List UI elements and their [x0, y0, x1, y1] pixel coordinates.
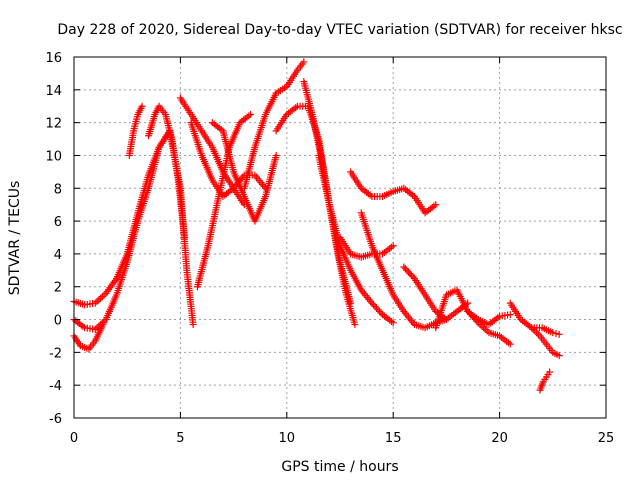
data-point-fill: [468, 312, 476, 320]
x-axis-label: GPS time / hours: [281, 459, 398, 475]
data-point: [528, 324, 536, 332]
series-arc-2: [70, 127, 174, 333]
y-tick-label: -2: [49, 346, 62, 361]
series-arc-17: [400, 263, 472, 324]
data-point-fill: [97, 294, 105, 302]
data-point: [247, 110, 255, 118]
data-point-fill: [470, 314, 478, 322]
series-arc-9: [208, 119, 280, 225]
data-point-fill: [471, 316, 479, 324]
data-point: [549, 329, 557, 337]
series-arc-16: [357, 209, 450, 332]
data-point-fill: [372, 304, 380, 312]
series-arc-3: [70, 319, 108, 353]
y-tick-label: 8: [54, 182, 62, 197]
data-point-fill: [473, 317, 481, 325]
data-point: [351, 320, 359, 328]
data-point-fill: [552, 329, 560, 337]
data-point-fill: [371, 302, 379, 310]
data-point-fill: [480, 324, 488, 332]
x-tick-label: 10: [279, 431, 296, 446]
y-tick-label: -4: [49, 379, 62, 394]
data-point: [300, 58, 308, 66]
data-point-fill: [377, 309, 385, 317]
data-point: [464, 307, 472, 315]
data-point-fill: [481, 325, 489, 333]
data-point-fill: [531, 327, 539, 335]
data-point: [368, 299, 376, 307]
data-point-fill: [374, 306, 382, 314]
data-point-fill: [534, 330, 542, 338]
data-point-fill: [407, 271, 415, 279]
data-point-fill: [409, 273, 417, 281]
data-point-fill: [533, 329, 541, 337]
y-tick-label: 12: [45, 117, 62, 132]
data-point-fill: [401, 265, 409, 273]
y-tick-label: 16: [45, 51, 62, 66]
data-point-fill: [95, 296, 103, 304]
series-arc-18: [432, 286, 514, 332]
data-point: [189, 320, 197, 328]
series-arc-13: [315, 151, 397, 327]
data-point-fill: [376, 307, 384, 315]
data-point: [181, 234, 189, 241]
y-tick-label: 4: [54, 248, 62, 263]
data-point-fill: [369, 301, 377, 309]
x-tick-label: 25: [598, 431, 615, 446]
y-tick-label: 0: [54, 314, 62, 329]
data-point-fill: [404, 268, 412, 276]
y-axis-label: SDTVAR / TECUs: [7, 181, 23, 296]
data-point-fill: [465, 309, 473, 317]
series-arc-5: [144, 102, 189, 241]
y-tick-label: -6: [49, 412, 62, 427]
series-arc-20: [506, 299, 563, 338]
series-arc-19: [464, 307, 514, 348]
series-arc-10: [240, 58, 308, 192]
data-point-fill: [467, 311, 475, 319]
data-point: [389, 319, 397, 327]
y-tick-label: 14: [45, 84, 62, 99]
data-points: [70, 58, 563, 394]
series-arc-21: [528, 324, 563, 360]
y-tick-label: 2: [54, 281, 62, 296]
data-point-fill: [98, 293, 106, 301]
data-point-fill: [100, 291, 108, 299]
data-point-fill: [403, 266, 411, 274]
plot-frame: [73, 56, 607, 419]
data-point: [100, 319, 108, 327]
data-point: [506, 311, 514, 319]
x-tick-label: 0: [70, 431, 78, 446]
data-point-fill: [529, 325, 537, 333]
data-point-fill: [406, 270, 414, 278]
x-tick-label: 15: [385, 431, 402, 446]
series-arc-14: [347, 168, 440, 217]
data-point: [555, 330, 563, 338]
chart-title: Day 228 of 2020, Sidereal Day-to-day VTE…: [57, 22, 622, 38]
series-arc-4: [125, 102, 146, 159]
data-point: [400, 263, 408, 271]
axis-ticks: 0 5 10 15 20 25 -6 -4 -2 0 2 4 6 8 10 12 14 16: [45, 51, 614, 446]
y-tick-label: 10: [45, 149, 62, 164]
data-point: [138, 102, 146, 110]
data-point: [432, 201, 440, 209]
data-point: [506, 340, 514, 348]
series-arc-7: [176, 94, 248, 209]
x-tick-label: 20: [491, 431, 508, 446]
series-arc-22: [536, 368, 554, 394]
data-point: [546, 368, 554, 376]
x-tick-label: 5: [176, 431, 184, 446]
data-point: [555, 352, 563, 360]
y-tick-label: 6: [54, 215, 62, 230]
data-point: [389, 242, 397, 250]
data-point: [272, 151, 280, 159]
